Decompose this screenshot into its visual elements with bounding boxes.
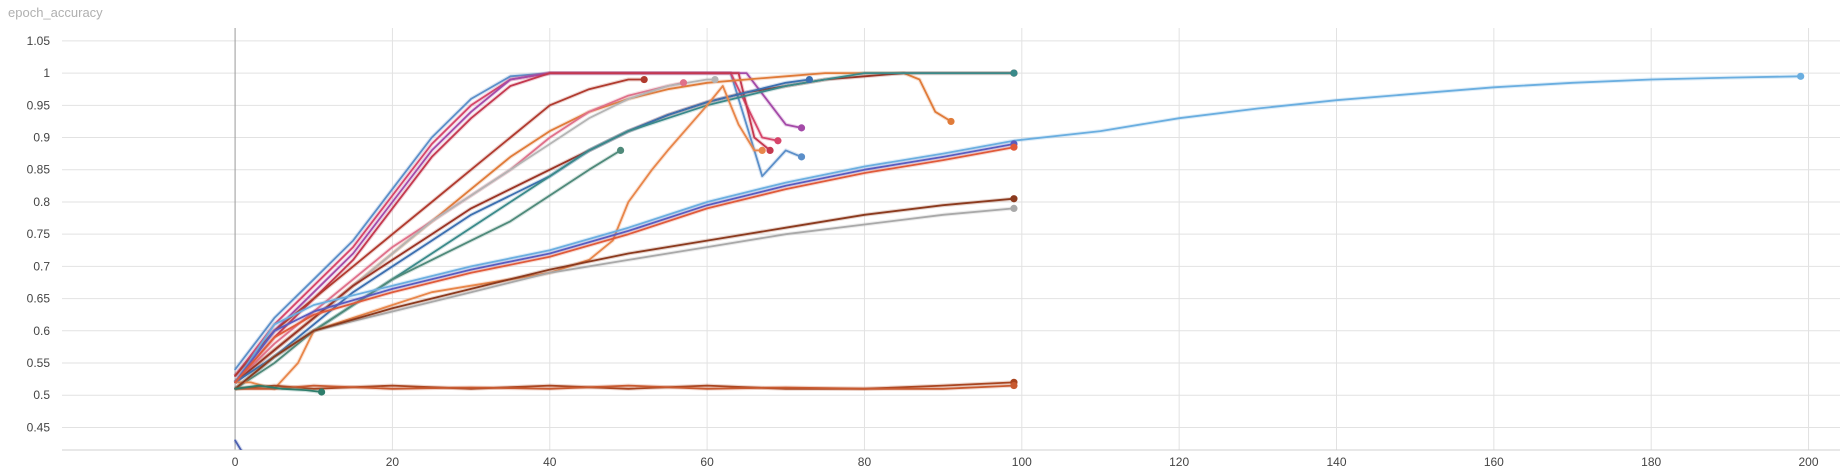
- x-tick-label: 120: [1169, 455, 1189, 469]
- series-line: [234, 197, 1015, 390]
- series-line: [234, 146, 1015, 384]
- x-tick-label: 20: [386, 455, 400, 469]
- y-tick-label: 1.05: [27, 34, 51, 48]
- x-tick-label: 0: [232, 455, 239, 469]
- endpoint-layer: [271, 69, 1805, 463]
- series-endpoint: [1010, 195, 1018, 203]
- x-tick-label: 180: [1641, 455, 1661, 469]
- x-tick-label: 160: [1484, 455, 1504, 469]
- series-halo: [233, 71, 772, 384]
- y-tick-label: 1: [43, 66, 50, 80]
- y-tick-label: 0.45: [27, 420, 51, 434]
- y-tick-label: 0.65: [27, 292, 51, 306]
- series-halo: [234, 77, 810, 385]
- series-endpoint: [271, 456, 278, 463]
- series-endpoint: [318, 388, 326, 396]
- x-tick-label: 140: [1326, 455, 1346, 469]
- series-line: [234, 78, 811, 384]
- x-tick-label: 100: [1012, 455, 1032, 469]
- series-endpoint: [1010, 143, 1018, 151]
- series-endpoint: [797, 153, 806, 161]
- chart-title: epoch_accuracy: [8, 5, 103, 20]
- series-line: [234, 384, 323, 393]
- x-tick-label: 200: [1799, 455, 1819, 469]
- y-tick-label: 0.5: [33, 388, 50, 402]
- y-tick-label: 0.7: [33, 259, 50, 273]
- series-line: [234, 149, 622, 390]
- series-endpoint: [774, 137, 782, 145]
- series-endpoint: [616, 146, 625, 155]
- x-tick-label: 60: [700, 455, 714, 469]
- y-tick-label: 0.9: [33, 131, 50, 145]
- y-tick-label: 0.8: [33, 195, 50, 209]
- series-endpoint: [1797, 72, 1805, 80]
- series-line: [234, 143, 1015, 384]
- y-tick-label: 0.75: [27, 227, 51, 241]
- series-endpoint: [1010, 204, 1018, 212]
- x-tick-label: 80: [858, 455, 872, 469]
- series-halo: [235, 84, 763, 391]
- series-line: [234, 72, 771, 384]
- series-endpoint: [766, 146, 774, 155]
- series-endpoint: [1010, 69, 1018, 77]
- series-endpoint: [1010, 381, 1018, 390]
- y-tick-label: 0.85: [27, 163, 51, 177]
- series-endpoint: [679, 79, 688, 87]
- y-tick-label: 0.6: [33, 324, 50, 338]
- series-endpoint: [947, 117, 955, 126]
- grid-layer: [62, 28, 1840, 451]
- series-line: [234, 384, 1015, 390]
- series-layer: [233, 71, 1802, 450]
- series-endpoint: [797, 124, 806, 132]
- series-endpoint: [758, 146, 766, 155]
- series-line: [234, 439, 243, 450]
- y-tick-label: 0.95: [27, 98, 51, 112]
- x-tick-label: 40: [543, 455, 557, 469]
- series-halo: [233, 439, 244, 450]
- y-tick-label: 0.55: [27, 356, 51, 370]
- series-endpoint: [711, 75, 719, 84]
- series-line: [234, 78, 646, 377]
- series-endpoint: [805, 75, 813, 84]
- series-endpoint: [640, 75, 648, 84]
- tick-layer: 0.45 0.5 0.55 0.6 0.65 0.7 0.75 0.8 0.85 0.9 0.95 1…: [27, 34, 1819, 469]
- series-line: [234, 75, 1802, 384]
